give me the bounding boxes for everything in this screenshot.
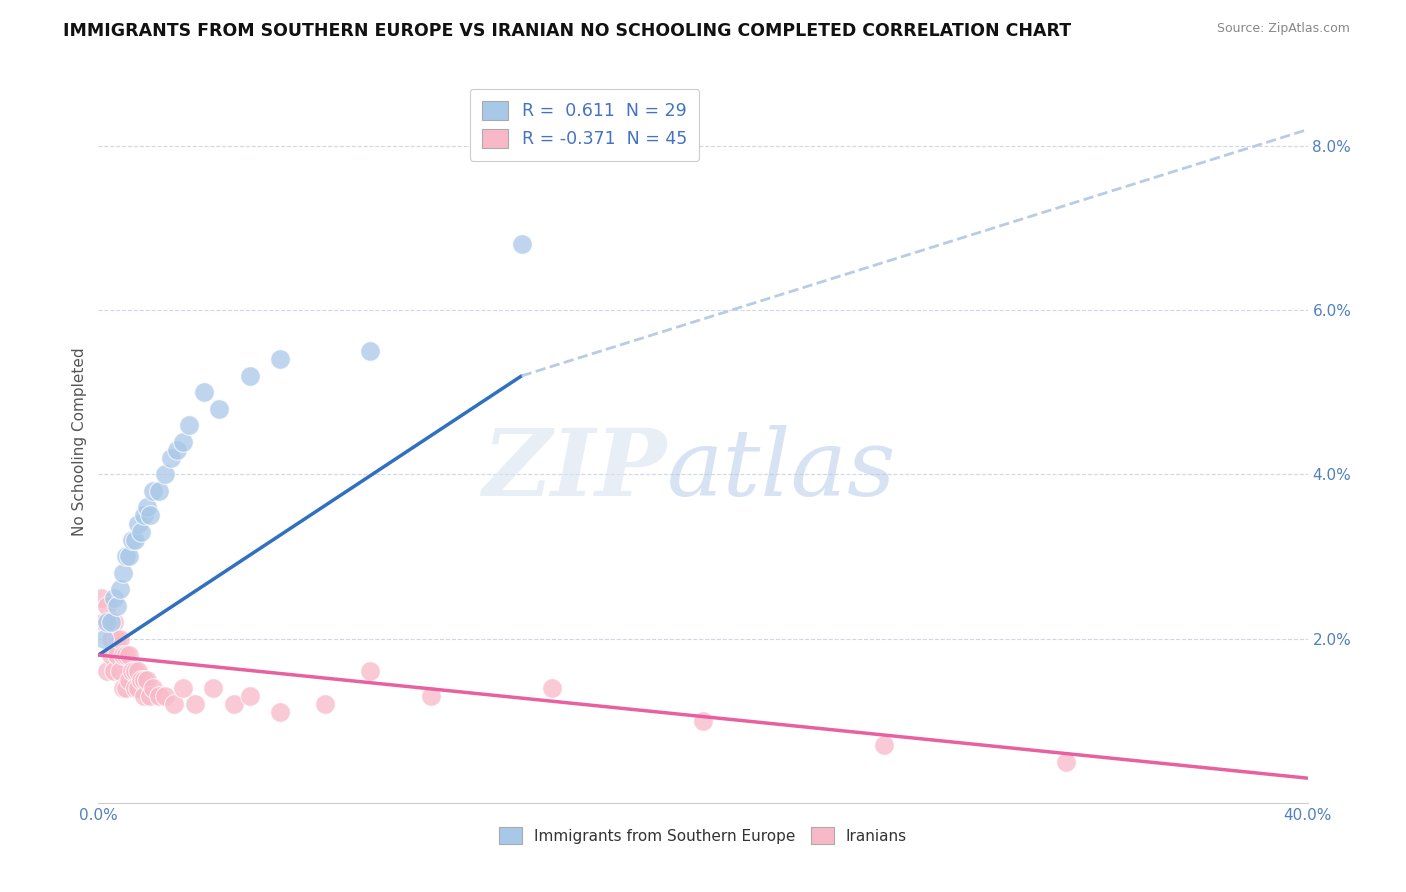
Point <box>139 508 162 523</box>
Point <box>269 706 291 720</box>
Point <box>103 665 125 679</box>
Point <box>100 632 122 646</box>
Point <box>108 632 131 646</box>
Point <box>111 681 134 695</box>
Point <box>153 689 176 703</box>
Point <box>111 566 134 580</box>
Point <box>135 500 157 515</box>
Point <box>132 673 155 687</box>
Point <box>132 689 155 703</box>
Point <box>108 665 131 679</box>
Point <box>314 698 336 712</box>
Point <box>224 698 246 712</box>
Point <box>118 673 141 687</box>
Point <box>420 689 443 703</box>
Point <box>510 237 533 252</box>
Point <box>93 632 115 646</box>
Legend: Immigrants from Southern Europe, Iranians: Immigrants from Southern Europe, Iranian… <box>489 818 917 853</box>
Point <box>540 681 562 695</box>
Point <box>118 648 141 662</box>
Point <box>139 689 162 703</box>
Point <box>172 434 194 449</box>
Point <box>239 368 262 383</box>
Point <box>103 615 125 630</box>
Point <box>103 591 125 605</box>
Point <box>96 615 118 630</box>
Point <box>163 698 186 712</box>
Point <box>105 648 128 662</box>
Text: atlas: atlas <box>666 425 896 516</box>
Point <box>114 681 136 695</box>
Point <box>124 665 146 679</box>
Point <box>193 385 215 400</box>
Point <box>184 698 207 712</box>
Point <box>172 681 194 695</box>
Point <box>202 681 225 695</box>
Point <box>93 615 115 630</box>
Point <box>100 615 122 630</box>
Point <box>108 582 131 597</box>
Point <box>269 352 291 367</box>
Point <box>239 689 262 703</box>
Point <box>160 450 183 465</box>
Point <box>692 714 714 728</box>
Point <box>114 648 136 662</box>
Point <box>127 665 149 679</box>
Point <box>1054 755 1077 769</box>
Point <box>96 599 118 613</box>
Point <box>105 599 128 613</box>
Text: Source: ZipAtlas.com: Source: ZipAtlas.com <box>1216 22 1350 36</box>
Point <box>153 467 176 482</box>
Point <box>114 549 136 564</box>
Point <box>124 681 146 695</box>
Text: IMMIGRANTS FROM SOUTHERN EUROPE VS IRANIAN NO SCHOOLING COMPLETED CORRELATION CH: IMMIGRANTS FROM SOUTHERN EUROPE VS IRANI… <box>63 22 1071 40</box>
Point <box>148 689 170 703</box>
Point <box>166 442 188 457</box>
Point <box>179 418 201 433</box>
Point <box>142 483 165 498</box>
Y-axis label: No Schooling Completed: No Schooling Completed <box>72 347 87 536</box>
Point <box>148 483 170 498</box>
Point <box>121 533 143 547</box>
Point <box>121 665 143 679</box>
Point <box>127 681 149 695</box>
Point <box>360 344 382 359</box>
Point <box>111 648 134 662</box>
Point <box>129 673 152 687</box>
Point <box>96 665 118 679</box>
Point <box>360 665 382 679</box>
Text: ZIP: ZIP <box>482 425 666 516</box>
Point <box>135 673 157 687</box>
Point <box>127 516 149 531</box>
Point <box>105 632 128 646</box>
Point <box>873 739 896 753</box>
Point <box>129 524 152 539</box>
Point <box>100 648 122 662</box>
Point <box>132 508 155 523</box>
Point <box>142 681 165 695</box>
Point <box>118 549 141 564</box>
Point <box>208 401 231 416</box>
Point <box>90 591 112 605</box>
Point <box>124 533 146 547</box>
